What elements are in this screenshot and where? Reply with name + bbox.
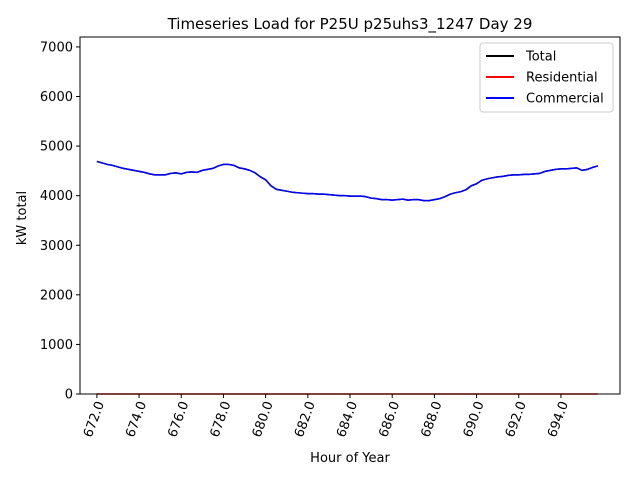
chart-title: Timeseries Load for P25U p25uhs3_1247 Da… [167,15,533,34]
series-line-commercial [96,160,599,202]
legend-label-commercial: Commercial [526,92,604,107]
y-tick-label: 4000 [40,189,73,204]
y-tick-label: 0 [65,388,73,403]
x-axis-title: Hour of Year [310,451,390,466]
y-tick-label: 5000 [40,140,73,155]
legend-label-residential: Residential [526,71,598,86]
y-tick-label: 1000 [40,338,73,353]
legend-label-total: Total [525,50,556,65]
y-tick-label: 2000 [40,288,73,303]
y-axis-title: kW total [15,191,30,245]
y-tick-label: 3000 [40,239,73,254]
y-tick-label: 6000 [40,90,73,105]
legend-box [479,42,614,113]
legend: Total Residential Commercial [479,42,614,113]
y-tick-label: 7000 [40,40,73,55]
